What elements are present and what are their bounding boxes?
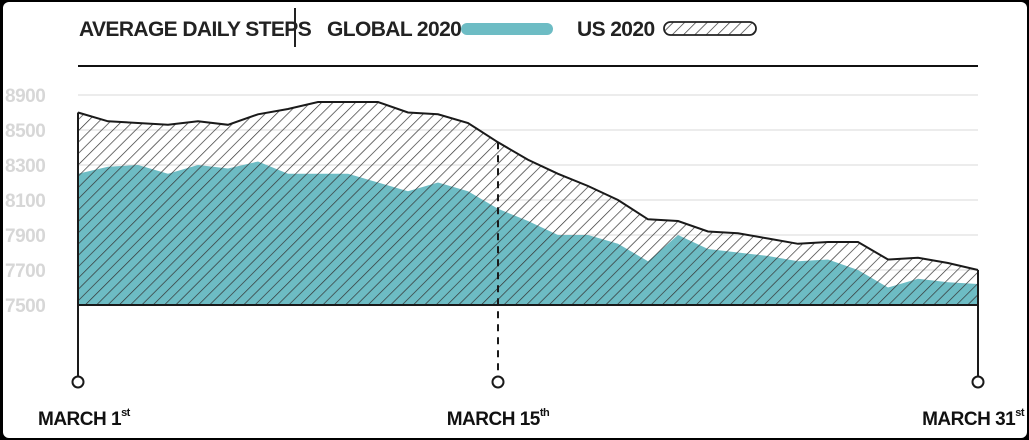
axis-layer — [77, 112, 979, 376]
us-2020-line — [77, 101, 979, 271]
legend-label-global: GLOBAL 2020 — [327, 18, 461, 41]
legend-label-us: US 2020 — [577, 18, 655, 41]
y-tick-label: 7700 — [5, 261, 45, 282]
y-tick-label: 8100 — [5, 191, 45, 212]
area-layer — [77, 101, 979, 305]
y-tick-label: 8500 — [5, 121, 45, 142]
chart-panel: AVERAGE DAILY STEPS GLOBAL 2020 US 2020 … — [3, 2, 1027, 438]
x-tick-label: MARCH 1st — [38, 407, 131, 430]
y-tick-label: 7900 — [5, 226, 45, 247]
chart-title: AVERAGE DAILY STEPS — [79, 18, 312, 41]
us-2020-hatch-area — [78, 102, 978, 305]
x-tick-circle — [491, 375, 505, 389]
x-tick-layer: MARCH 1st MARCH 15th MARCH 31st — [38, 375, 1025, 430]
x-tick-circle — [71, 375, 85, 389]
x-tick-circle — [971, 375, 985, 389]
y-tick-layer: 8900 8500 8300 8100 7900 7700 7500 — [5, 86, 46, 317]
y-tick-label: 8900 — [5, 86, 45, 107]
x-tick-label: MARCH 15th — [447, 407, 550, 430]
legend-swatch-us — [663, 21, 757, 36]
y-tick-label: 7500 — [5, 296, 45, 317]
chart-svg: AVERAGE DAILY STEPS GLOBAL 2020 US 2020 … — [5, 8, 1025, 430]
y-tick-label: 8300 — [5, 156, 45, 177]
legend-swatch-global — [461, 23, 553, 35]
x-tick-label: MARCH 31st — [922, 407, 1025, 430]
